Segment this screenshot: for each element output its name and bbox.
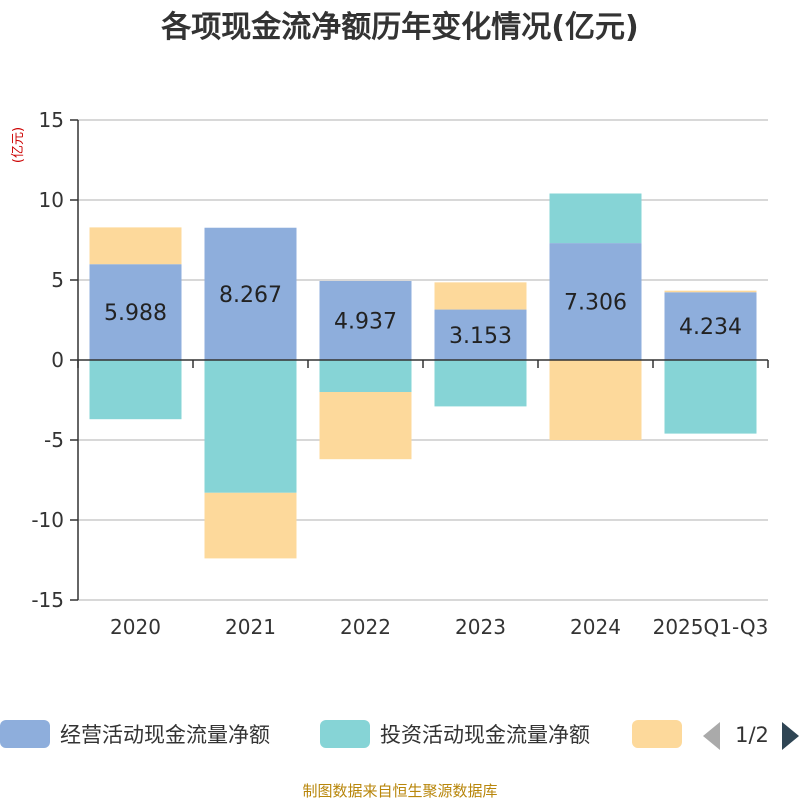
bar-series0-2025Q1-Q3[interactable]	[664, 292, 757, 360]
legend: 经营活动现金流量净额 投资活动现金流量净额 1/2	[0, 720, 799, 750]
bar-series1-2023[interactable]	[434, 360, 527, 407]
data-label: 8.267	[219, 283, 282, 308]
y-tick-label: 10	[39, 188, 64, 212]
x-tick-label: 2025Q1-Q3	[653, 615, 769, 639]
y-axis-unit-label: (亿元)	[11, 127, 26, 163]
bar-series1-2025Q1-Q3[interactable]	[664, 360, 757, 434]
legend-label-investing: 投资活动现金流量净额	[380, 723, 590, 747]
x-tick-label: 2021	[225, 615, 276, 639]
bar-series2-2025Q1-Q3[interactable]	[664, 290, 757, 293]
bar-series1-2022[interactable]	[319, 360, 412, 392]
y-tick-label: -10	[31, 508, 64, 532]
legend-item-third[interactable]	[632, 720, 682, 748]
legend-item-operating[interactable]: 经营活动现金流量净额	[0, 720, 270, 748]
legend-swatch-investing	[320, 720, 370, 748]
data-label: 4.234	[679, 315, 742, 340]
x-tick-label: 2020	[110, 615, 161, 639]
chart-title: 各项现金流净额历年变化情况(亿元)	[160, 10, 638, 45]
bar-series1-2021[interactable]	[204, 360, 297, 493]
legend-page-indicator: 1/2	[735, 723, 769, 747]
legend-label-operating: 经营活动现金流量净额	[60, 723, 270, 747]
data-label: 7.306	[564, 291, 627, 316]
data-labels: 5.988 8.267 4.937 3.153 7.306 4.234	[104, 283, 742, 349]
axes: 15 10 5 0 -5 -10 -15 2020 2021 2022 2023 2024 2025Q1…	[31, 108, 769, 639]
gridlines	[78, 119, 768, 601]
bar-series2-2022[interactable]	[319, 392, 412, 460]
bar-series0-2020[interactable]	[89, 264, 182, 360]
legend-swatch-operating	[0, 720, 50, 748]
triangle-left-icon[interactable]	[703, 722, 720, 750]
x-tick-label: 2022	[340, 615, 391, 639]
y-tick-label: -5	[44, 428, 64, 452]
bar-series2-2023[interactable]	[434, 282, 527, 310]
bar-series0-2021[interactable]	[204, 227, 297, 360]
y-tick-label: 15	[39, 108, 64, 132]
triangle-right-icon[interactable]	[782, 722, 799, 750]
bar-series2-2024[interactable]	[549, 360, 642, 440]
data-label: 5.988	[104, 301, 167, 326]
bar-series1-2020[interactable]	[89, 360, 182, 420]
y-tick-label: -15	[31, 588, 64, 612]
y-tick-label: 5	[51, 268, 64, 292]
bar-series2-2021[interactable]	[204, 492, 297, 559]
source-note: 制图数据来自恒生聚源数据库	[302, 782, 497, 800]
data-label: 4.937	[334, 310, 397, 335]
bars	[89, 193, 757, 559]
bar-series0-2022[interactable]	[319, 281, 412, 360]
legend-item-investing[interactable]: 投资活动现金流量净额	[320, 720, 590, 748]
legend-swatch-third	[632, 720, 682, 748]
bar-series1-2024[interactable]	[549, 193, 642, 244]
bar-series2-2020[interactable]	[89, 227, 182, 265]
data-label: 3.153	[449, 324, 512, 349]
x-tick-label: 2023	[455, 615, 506, 639]
bar-series0-2023[interactable]	[434, 309, 527, 360]
y-tick-label: 0	[51, 348, 64, 372]
x-tick-label: 2024	[570, 615, 621, 639]
bar-series0-2024[interactable]	[549, 243, 642, 360]
